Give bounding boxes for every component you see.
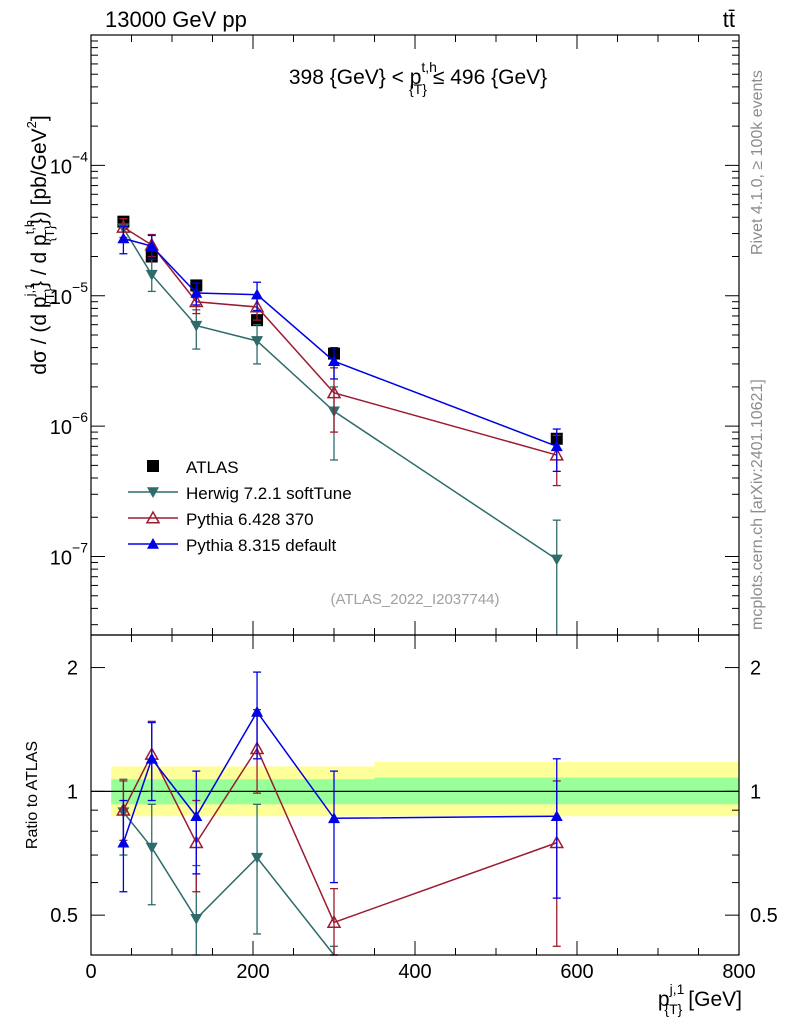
main-ytick-label-exp: −4 <box>72 148 88 164</box>
series-line <box>123 237 558 448</box>
ratio-point <box>251 852 264 864</box>
ratio-point <box>326 914 342 928</box>
xlabel-part-a: p <box>658 988 670 1011</box>
main-ytick-label-base: 10 <box>50 287 72 309</box>
ratio-series-pythia-8-315-default <box>117 671 563 899</box>
ylabel-sup2: t,h <box>22 220 37 234</box>
xtick-label: 400 <box>398 961 431 983</box>
legend-label: Herwig 7.2.1 softTune <box>186 484 352 503</box>
xtick-label: 800 <box>722 961 755 983</box>
data-point <box>326 385 342 399</box>
main-title-part-a: 398 {GeV} < p <box>289 66 422 89</box>
ylabel-part-c: } / d p <box>28 234 51 288</box>
legend-marker <box>147 487 159 498</box>
ratio-ytick-label: 0.5 <box>50 905 78 927</box>
legend-label: ATLAS <box>186 458 239 477</box>
ratio-series-pythia-6-428-370 <box>116 709 565 956</box>
ylabel-part-f: ] <box>28 115 51 121</box>
series-line <box>123 226 557 456</box>
legend: ATLAS Herwig 7.2.1 softTune Pythia 6.428 3… <box>128 458 352 555</box>
ratio-reference-band <box>91 761 739 817</box>
legend-marker <box>147 538 159 549</box>
ratio-ylabel: Ratio to ATLAS <box>24 741 41 849</box>
ratio-series-line <box>122 710 557 843</box>
ratio-ytick-label-right: 1 <box>750 781 761 803</box>
ratio-ytick-label-right: 2 <box>750 658 761 680</box>
xlabel-sup: j,1 <box>669 981 685 997</box>
data-point <box>145 269 158 281</box>
ylabel-exp: 2 <box>24 121 39 128</box>
main-title-sup: t,h <box>421 59 437 75</box>
main-ylabel: dσ / (d pj,1 {T}} / d pt,h {T}}) [pb/GeV2] <box>22 115 57 374</box>
main-ytick-label: 10−5 <box>50 279 88 309</box>
main-title: 398 {GeV} < pt,h {T} ≤ 496 {GeV} <box>289 59 547 97</box>
ylabel-sub1: {T} <box>42 287 57 304</box>
ratio-point <box>145 842 158 854</box>
main-ytick-label-exp: −7 <box>72 540 88 556</box>
xlabel-part-b: [GeV] <box>688 988 742 1011</box>
main-ytick-label-base: 10 <box>50 417 72 439</box>
ratio-point <box>117 836 130 848</box>
data-point <box>145 240 158 251</box>
main-ytick-label: 10−6 <box>50 409 88 439</box>
ratio-series-line <box>122 747 558 924</box>
main-ytick-label-base: 10 <box>50 548 72 570</box>
xlabel-sub: {T} <box>664 1001 682 1017</box>
header-right: tt̄ <box>723 7 735 32</box>
main-ytick-label: 10−4 <box>50 148 88 178</box>
data-point <box>328 355 340 366</box>
ratio-point <box>328 812 340 824</box>
series-pythia-8-315-default <box>117 225 563 472</box>
legend-marker <box>145 510 161 524</box>
data-point <box>550 554 563 566</box>
header-left: 13000 GeV pp <box>105 7 247 32</box>
main-series-group <box>116 215 565 635</box>
ratio-point <box>190 810 203 822</box>
legend-label: Pythia 8.315 default <box>186 536 337 555</box>
ylabel-sup1: j,1 <box>22 283 37 298</box>
ratio-point <box>251 705 264 717</box>
data-point <box>190 320 203 332</box>
analysis-label: (ATLAS_2022_I2037744) <box>330 591 499 608</box>
ratio-ytick-label-right: 0.5 <box>750 905 778 927</box>
ylabel-sub2: {T} <box>42 225 57 242</box>
data-point <box>189 294 204 308</box>
ratio-ytick-label: 1 <box>67 781 78 803</box>
data-point <box>249 299 265 313</box>
ratio-point <box>145 752 158 764</box>
series-pythia-6-428-370 <box>116 218 565 487</box>
xtick-label: 200 <box>236 961 269 983</box>
data-point <box>251 288 264 300</box>
series-line <box>122 227 558 561</box>
legend-marker <box>147 460 159 472</box>
data-point <box>251 336 264 347</box>
ratio-series-group <box>116 671 565 956</box>
main-ytick-label: 10−7 <box>50 540 88 570</box>
main-ytick-label-exp: −5 <box>72 279 88 295</box>
xtick-label: 0 <box>85 961 96 983</box>
data-point <box>190 286 203 298</box>
rivet-label: Rivet 4.1.0, ≥ 100k events <box>749 70 766 255</box>
main-ytick-label-exp: −6 <box>72 409 88 425</box>
mcplots-label: mcplots.cern.ch [arXiv:2401.10621] <box>749 379 766 630</box>
main-title-sub: {T} <box>409 81 427 97</box>
ratio-point <box>550 810 563 822</box>
series-atlas <box>117 215 563 445</box>
ylabel-part-d: }) [pb/GeV <box>28 128 51 225</box>
ratio-ytick-label: 2 <box>67 658 78 680</box>
data-point <box>550 440 563 452</box>
ratio-point <box>190 913 203 925</box>
ratio-xlabel: pj,1 {T} [GeV] <box>658 981 742 1017</box>
main-ytick-label-base: 10 <box>50 156 72 178</box>
xtick-label: 600 <box>560 961 593 983</box>
ylabel-part-a: dσ / (d p <box>28 296 51 374</box>
main-title-part-b: ≤ 496 {GeV} <box>433 66 547 89</box>
ratio-series-line <box>122 811 335 956</box>
legend-label: Pythia 6.428 370 <box>186 510 314 529</box>
ratio-frame <box>90 634 740 956</box>
axis-tick-labels: 10−410−510−610−72 21 10.5 0.50 200 400 600 800 <box>50 148 778 983</box>
data-point <box>117 232 130 244</box>
